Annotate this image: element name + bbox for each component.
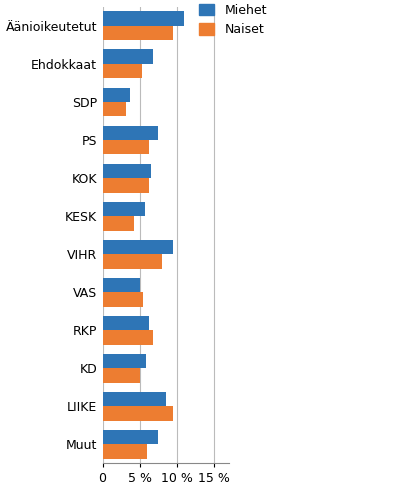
Bar — [103, 407, 173, 421]
Bar — [103, 178, 149, 192]
Bar — [103, 368, 140, 383]
Bar — [103, 102, 126, 116]
Bar — [103, 26, 173, 40]
Bar — [103, 50, 153, 64]
Bar — [103, 216, 134, 231]
Bar — [103, 202, 145, 216]
Bar — [103, 140, 149, 155]
Bar — [103, 430, 158, 444]
Bar — [103, 254, 162, 269]
Bar — [103, 316, 149, 330]
Bar — [103, 278, 140, 292]
Bar — [103, 330, 153, 345]
Bar — [103, 392, 166, 407]
Bar — [103, 164, 151, 178]
Bar — [103, 87, 130, 102]
Legend: Miehet, Naiset: Miehet, Naiset — [199, 4, 267, 36]
Bar — [103, 126, 158, 140]
Bar — [103, 354, 146, 368]
Bar — [103, 292, 143, 307]
Bar — [103, 240, 173, 254]
Bar — [103, 64, 142, 79]
Bar — [103, 444, 147, 459]
Bar — [103, 11, 184, 26]
